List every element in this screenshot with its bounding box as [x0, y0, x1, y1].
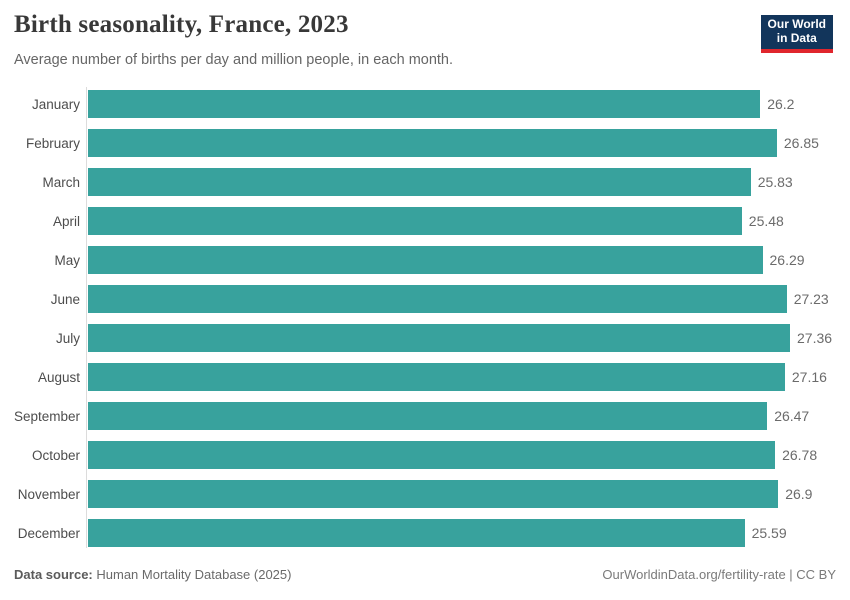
category-label-february: February: [25, 135, 80, 151]
chart-subtitle: Average number of births per day and mil…: [14, 52, 454, 68]
category-label-november: November: [17, 486, 80, 502]
y-axis-line: [86, 87, 87, 548]
chart-footer: Data source: Human Mortality Database (2…: [14, 567, 836, 582]
data-source-text: Human Mortality Database (2025): [96, 567, 292, 582]
value-label-march: 25.83: [757, 174, 793, 190]
bar-september[interactable]: [88, 402, 768, 430]
category-label-august: August: [37, 369, 80, 385]
bar-row: November 26.9: [0, 480, 832, 508]
bar-january[interactable]: [88, 90, 761, 118]
owid-logo[interactable]: Our World in Data: [760, 15, 833, 53]
category-label-december: December: [17, 525, 80, 541]
value-label-september: 26.47: [774, 408, 810, 424]
bar-row: August 27.16: [0, 363, 832, 391]
bar-april[interactable]: [88, 207, 742, 235]
category-label-january: January: [31, 96, 80, 112]
bar-february[interactable]: [88, 129, 777, 157]
bar-december[interactable]: [88, 519, 745, 547]
owid-logo-line1: Our World: [767, 17, 826, 31]
value-label-august: 27.16: [791, 369, 827, 385]
bar-may[interactable]: [88, 246, 763, 274]
attribution-link[interactable]: OurWorldinData.org/fertility-rate | CC B…: [602, 567, 836, 582]
bar-row: October 26.78: [0, 441, 832, 469]
owid-logo-line2: in Data: [776, 30, 817, 45]
value-label-april: 25.48: [748, 213, 784, 229]
data-source: Data source: Human Mortality Database (2…: [14, 567, 291, 582]
category-label-september: September: [13, 408, 80, 424]
bar-november[interactable]: [88, 480, 779, 508]
bar-july[interactable]: [88, 324, 790, 352]
bar-row: April 25.48: [0, 207, 832, 235]
bar-row: September 26.47: [0, 402, 832, 430]
value-label-february: 26.85: [783, 135, 819, 151]
category-label-june: June: [50, 291, 80, 307]
value-label-november: 26.9: [785, 486, 813, 502]
value-label-december: 25.59: [751, 525, 787, 541]
bar-row: July 27.36: [0, 324, 832, 352]
bar-march[interactable]: [88, 168, 751, 196]
category-label-october: October: [31, 447, 80, 463]
bar-rows: January 26.2 February 26.85 March 25.83 April 2…: [0, 90, 832, 547]
bar-august[interactable]: [88, 363, 785, 391]
category-label-march: March: [42, 174, 80, 190]
value-label-may: 26.29: [769, 252, 805, 268]
bar-row: March 25.83: [0, 168, 832, 196]
bar-chart: January 26.2 February 26.85 March 25.83 April 2…: [0, 90, 832, 558]
value-label-january: 26.2: [767, 96, 795, 112]
value-label-july: 27.36: [797, 330, 833, 346]
bar-row: December 25.59: [0, 519, 832, 547]
page-title: Birth seasonality, France, 2023: [14, 11, 349, 38]
bar-row: June 27.23: [0, 285, 832, 313]
value-label-october: 26.78: [782, 447, 818, 463]
bar-october[interactable]: [88, 441, 776, 469]
value-label-june: 27.23: [793, 291, 829, 307]
category-label-may: May: [54, 252, 80, 268]
bar-row: May 26.29: [0, 246, 832, 274]
data-source-label: Data source:: [14, 567, 93, 582]
bar-row: January 26.2: [0, 90, 832, 118]
bar-row: February 26.85: [0, 129, 832, 157]
category-label-july: July: [55, 330, 80, 346]
bar-june[interactable]: [88, 285, 787, 313]
category-label-april: April: [52, 213, 80, 229]
